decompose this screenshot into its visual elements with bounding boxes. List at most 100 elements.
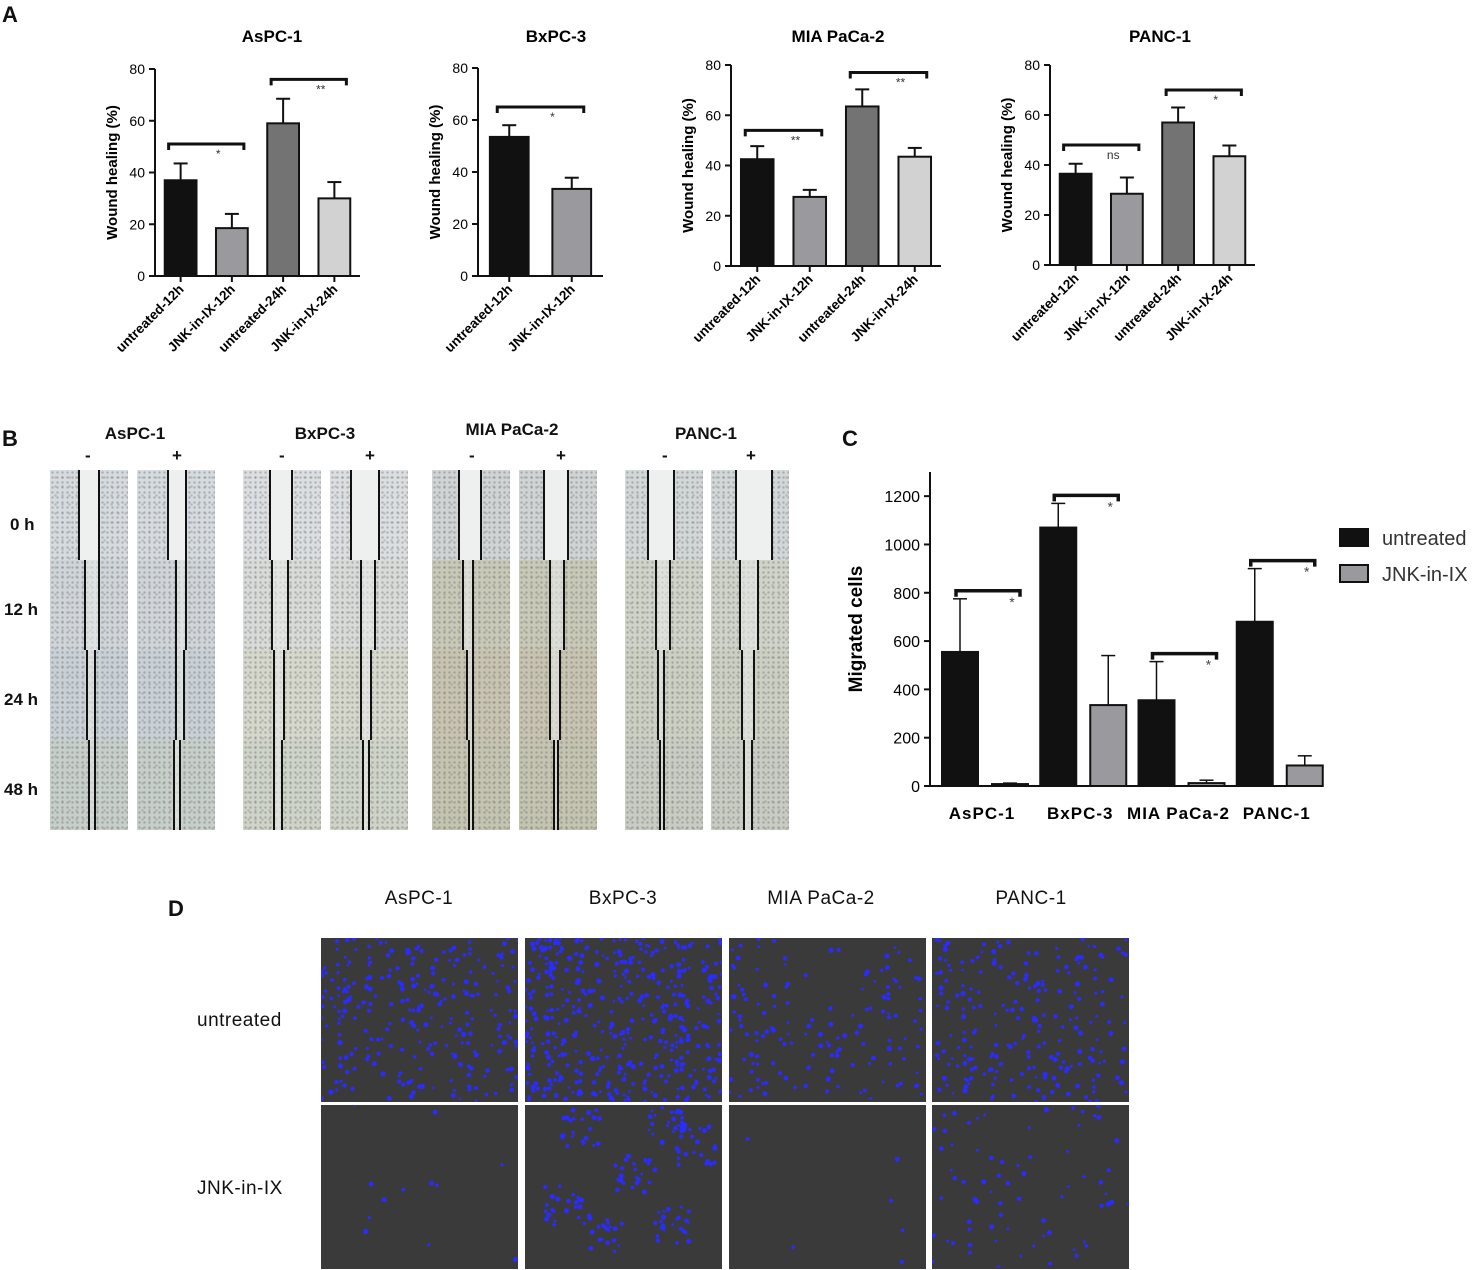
panel-letter-a: A xyxy=(2,2,18,27)
nucleus-dot xyxy=(756,1085,760,1089)
nucleus-dot xyxy=(688,1073,693,1078)
nucleus-dot xyxy=(617,1070,622,1075)
nucleus-dot xyxy=(418,1040,422,1044)
nucleus-dot xyxy=(352,981,356,986)
nucleus-dot xyxy=(696,1007,700,1010)
nucleus-dot xyxy=(551,1031,556,1036)
nucleus-dot xyxy=(1090,1047,1095,1052)
nucleus-dot xyxy=(1065,1066,1070,1071)
nucleus-dot xyxy=(1080,938,1085,942)
nucleus-dot xyxy=(605,1055,609,1060)
nucleus-dot xyxy=(493,1091,498,1096)
nucleus-dot xyxy=(786,1021,790,1024)
nucleus-dot xyxy=(636,1177,641,1182)
nucleus-dot xyxy=(707,1068,713,1074)
nuclei-layer xyxy=(745,1137,905,1264)
nucleus-dot xyxy=(513,980,517,983)
y-tick-label: 40 xyxy=(452,164,468,180)
nucleus-dot xyxy=(353,1016,357,1020)
nucleus-dot xyxy=(575,966,581,972)
nucleus-dot xyxy=(473,981,478,986)
nucleus-dot xyxy=(862,1088,867,1093)
nucleus-dot xyxy=(628,1090,631,1093)
nucleus-dot xyxy=(450,1052,454,1055)
nucleus-dot xyxy=(755,1062,760,1066)
nucleus-dot xyxy=(630,1185,635,1190)
nucleus-dot xyxy=(429,1016,433,1020)
nucleus-dot xyxy=(513,1039,518,1045)
nucleus-dot xyxy=(1109,1033,1113,1037)
nucleus-dot xyxy=(367,986,373,992)
nucleus-dot xyxy=(342,977,347,982)
scratch-edge-line xyxy=(98,470,100,560)
fluorescence-image xyxy=(729,1105,926,1269)
nucleus-dot xyxy=(1084,1244,1089,1248)
nucleus-dot xyxy=(388,1043,393,1048)
nucleus-dot xyxy=(1041,979,1045,983)
nucleus-dot xyxy=(679,1205,683,1209)
b-plus-label: + xyxy=(556,446,566,465)
scratch-edge-line xyxy=(94,740,96,830)
nucleus-dot xyxy=(1071,1106,1075,1110)
nucleus-dot xyxy=(1011,1095,1016,1099)
scratch-edge-line xyxy=(472,740,474,830)
nucleus-dot xyxy=(782,956,788,961)
nucleus-dot xyxy=(678,1038,684,1044)
nucleus-dot xyxy=(886,996,891,1001)
nucleus-dot xyxy=(992,958,997,962)
nucleus-dot xyxy=(321,1096,324,1101)
nucleus-dot xyxy=(652,1167,658,1173)
nucleus-dot xyxy=(631,1082,635,1086)
nucleus-dot xyxy=(982,1072,987,1076)
nucleus-dot xyxy=(641,967,646,972)
nucleus-dot xyxy=(1016,1016,1021,1021)
nucleus-dot xyxy=(548,972,553,977)
nucleus-dot xyxy=(719,960,722,965)
nucleus-dot xyxy=(573,1204,578,1209)
nucleus-dot xyxy=(644,992,649,998)
nucleus-dot xyxy=(671,1223,675,1227)
nucleus-dot xyxy=(498,1023,502,1027)
nucleus-dot xyxy=(371,1061,377,1067)
nucleus-dot xyxy=(625,1027,631,1032)
nucleus-dot xyxy=(675,1064,679,1067)
legend-swatch xyxy=(1339,564,1369,583)
nucleus-dot xyxy=(1000,1061,1004,1065)
nucleus-dot xyxy=(410,1078,414,1082)
nucleus-dot xyxy=(675,1241,679,1245)
nucleus-dot xyxy=(967,997,972,1002)
bar xyxy=(739,158,775,267)
nucleus-dot xyxy=(1036,988,1041,994)
nucleus-dot xyxy=(596,978,602,984)
nucleus-dot xyxy=(555,1196,561,1202)
nucleus-dot xyxy=(695,1043,701,1049)
nucleus-dot xyxy=(476,992,480,996)
significance-label: * xyxy=(216,147,221,161)
nucleus-dot xyxy=(527,1095,532,1099)
nucleus-dot xyxy=(677,1123,680,1127)
nucleus-dot xyxy=(554,960,559,965)
nucleus-dot xyxy=(647,1128,651,1132)
nucleus-dot xyxy=(803,1083,808,1089)
nucleus-dot xyxy=(613,1249,617,1253)
significance-label: * xyxy=(1213,93,1218,107)
nucleus-dot xyxy=(342,1008,348,1014)
scratch-gap xyxy=(458,470,480,560)
nucleus-dot xyxy=(932,1127,937,1132)
scratch-edge-line xyxy=(84,560,86,650)
nucleus-dot xyxy=(756,1002,760,1006)
scratch-edge-line xyxy=(175,560,177,650)
nucleus-dot xyxy=(961,1179,966,1185)
nucleus-dot xyxy=(367,944,371,949)
nuclei-layer xyxy=(932,1105,1129,1269)
nucleus-dot xyxy=(667,1074,671,1078)
nucleus-dot xyxy=(782,1042,787,1046)
nucleus-dot xyxy=(529,941,535,947)
nucleus-dot xyxy=(368,1001,373,1006)
nucleus-dot xyxy=(704,1093,708,1097)
nucleus-dot xyxy=(960,990,966,996)
nucleus-dot xyxy=(621,972,625,976)
nucleus-dot xyxy=(1035,997,1040,1003)
nucleus-dot xyxy=(634,939,639,944)
